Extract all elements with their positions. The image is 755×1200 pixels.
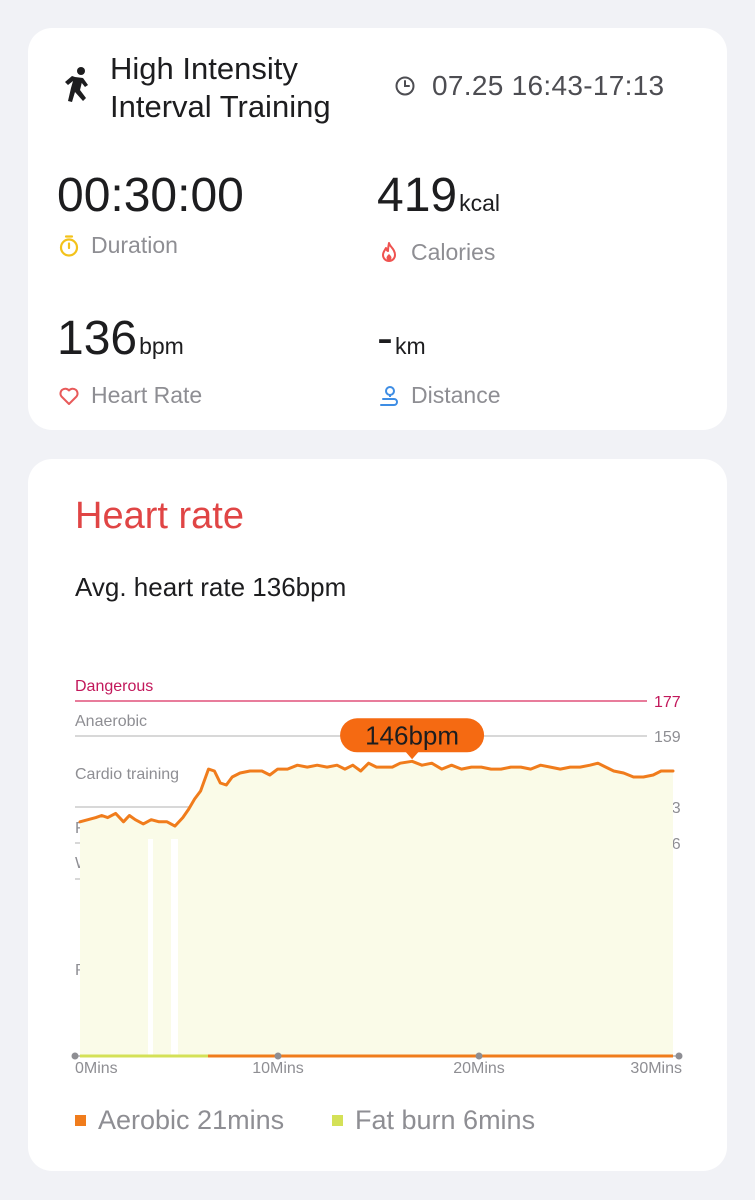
heart-icon [59,387,79,405]
calories-value-wrap: 419kcal [377,170,500,229]
x-tick-label: 20Mins [453,1060,505,1077]
peak-label: 146bpm [365,720,459,750]
duration-value: 00:30:00 [57,169,244,222]
heart-rate-value: 136 [57,312,138,365]
distance-metric: -km Distance [377,313,500,409]
legend-swatch-fat-burn [332,1115,343,1126]
heart-rate-card: Heart rate Avg. heart rate 136bpm Danger… [28,459,727,1171]
heart-rate-label: Heart Rate [91,382,203,408]
distance-label: Distance [411,382,501,408]
zone-threshold-dangerous: 177 [654,694,681,711]
duration-label: Duration [91,232,178,258]
x-tick-dot [475,1052,483,1060]
zone-name-anaerobic: Anaerobic [75,713,147,730]
data-gap [171,839,178,1056]
running-person-icon [65,67,88,102]
zone-threshold-anaerobic: 159 [654,729,681,746]
calories-unit: kcal [459,190,500,216]
x-tick-label: 0Mins [75,1060,118,1077]
clock-icon [395,76,415,96]
zone-name-dangerous: Dangerous [75,678,153,695]
distance-unit: km [394,333,426,359]
legend-item-aerobic: Aerobic 21mins [75,1105,284,1136]
calories-metric: 419kcal Calories [377,170,500,266]
workout-summary-card: High Intensity Interval Training 07.25 1… [28,28,727,430]
x-tick-dot [274,1052,282,1060]
x-tick-label: 10Mins [252,1060,304,1077]
heart-rate-line [78,759,675,828]
distance-value-wrap: -km [377,313,500,372]
heart-rate-title: Heart rate [75,495,244,537]
heart-rate-metric: 136bpm Heart Rate [57,313,202,409]
zone-name-cardio-training: Cardio training [75,766,179,783]
data-gap [148,839,153,1056]
calories-label: Calories [411,239,496,265]
x-tick-dot [675,1052,683,1060]
average-heart-rate: Avg. heart rate 136bpm [75,572,347,602]
legend-swatch-aerobic [75,1115,86,1126]
flame-icon [382,241,396,262]
workout-title-line2: Interval Training [110,89,331,124]
heart-rate-chart[interactable]: Dangerous 177 Anaerobic 159 Cardio training F… [28,459,727,1171]
peak-pointer [405,751,420,760]
x-tick-dot [71,1052,79,1060]
calories-value: 419 [377,169,458,222]
workout-time: 07.25 16:43-17:13 [394,70,664,102]
workout-title-line1: High Intensity [110,51,298,86]
workout-time-range: 07.25 16:43-17:13 [432,70,665,101]
distance-value: - [377,312,393,365]
peak-bubble [340,718,485,753]
stopwatch-icon [59,234,79,257]
legend-item-fat-burn: Fat burn 6mins [332,1105,535,1136]
route-pin-icon [380,385,398,406]
legend-label-aerobic: Aerobic 21mins [98,1105,285,1135]
duration-metric: 00:30:00 Duration [57,170,244,259]
heart-rate-value-wrap: 136bpm [57,313,202,372]
heart-rate-area [80,761,673,1056]
legend-label-fat-burn: Fat burn 6mins [355,1105,536,1135]
x-tick-label: 30Mins [630,1060,682,1077]
heart-rate-unit: bpm [139,333,184,359]
workout-title: High Intensity Interval Training [110,50,370,126]
